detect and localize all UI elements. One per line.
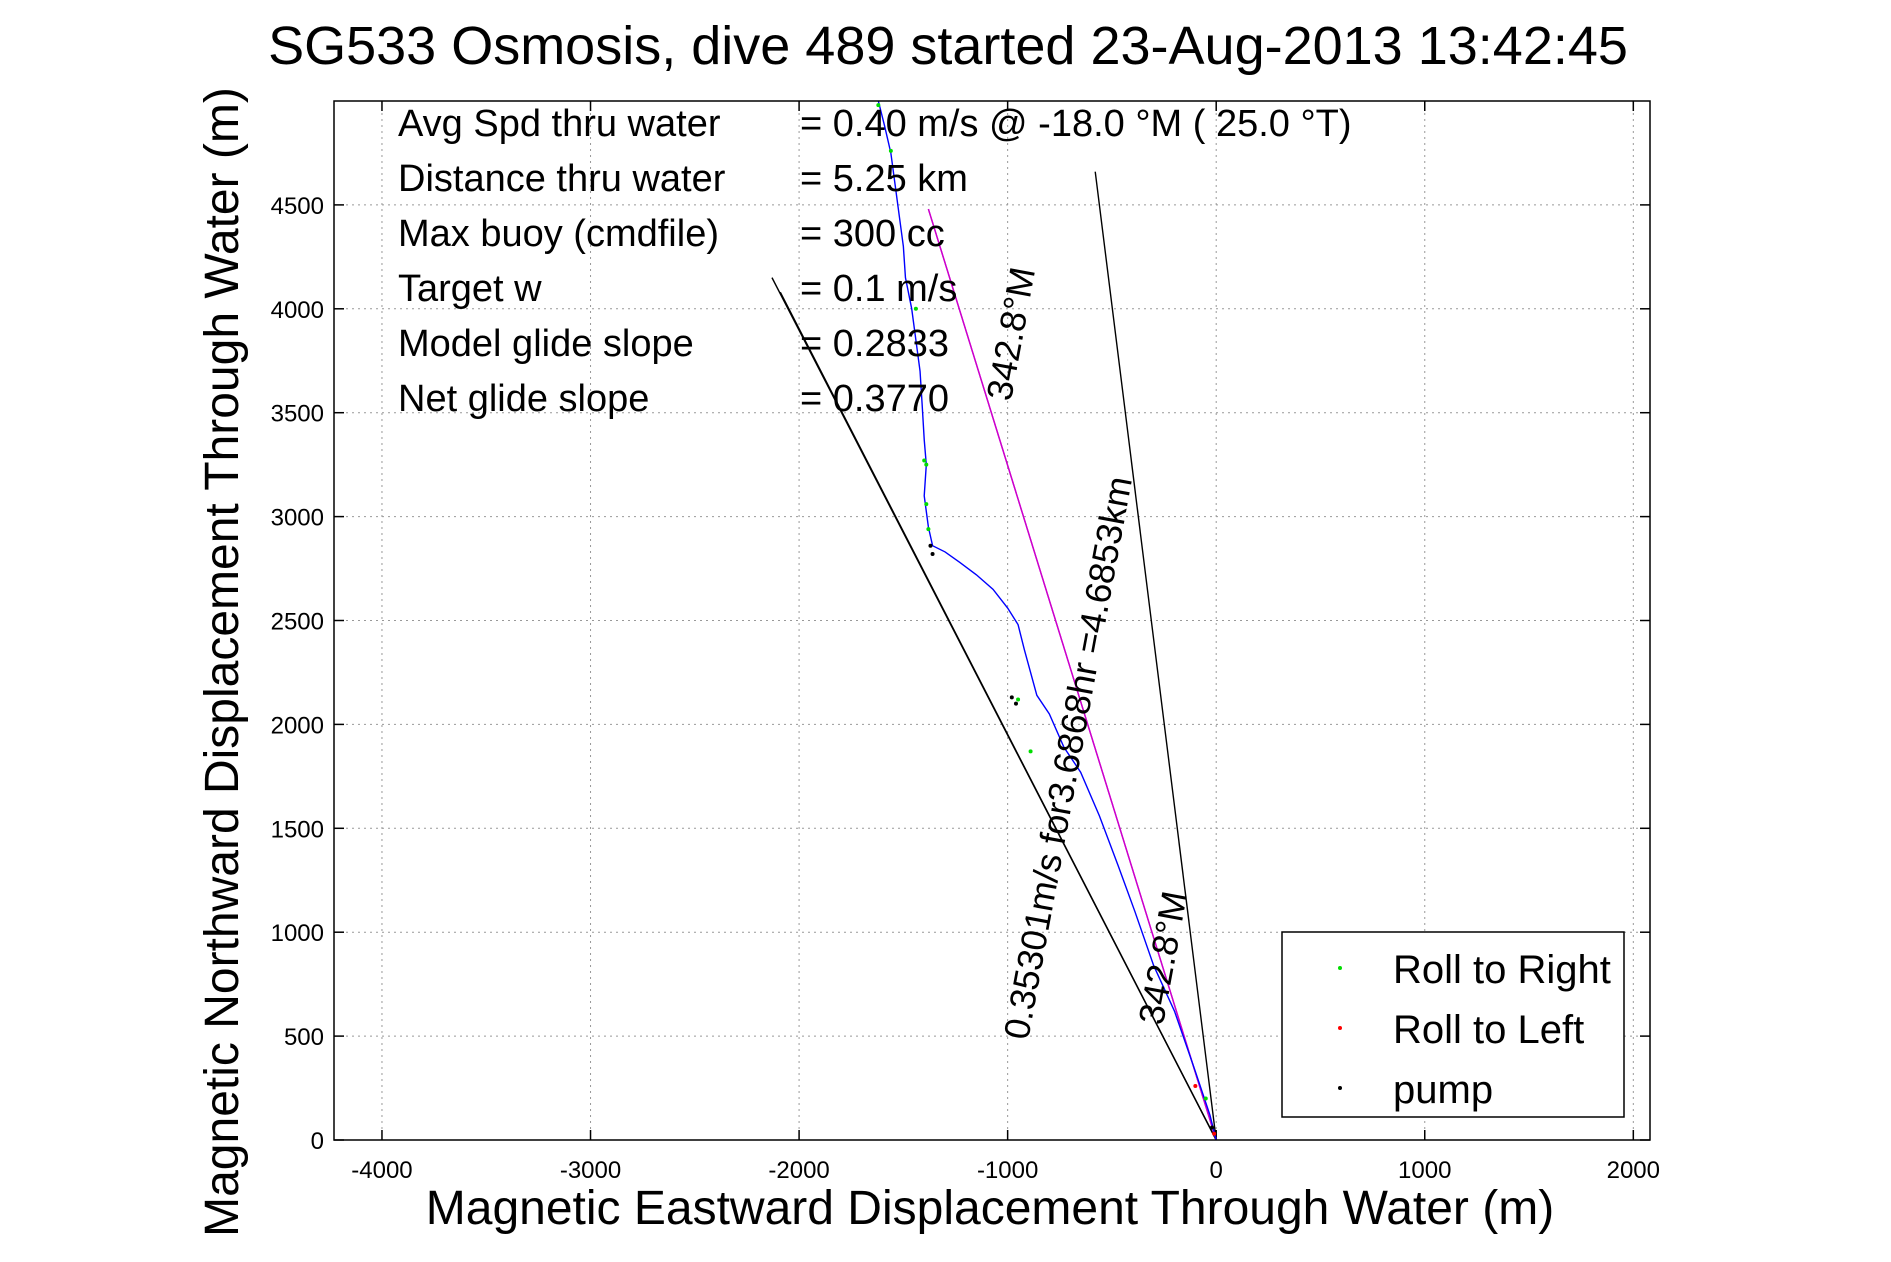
info-value-4: = 0.2833 [800,323,949,365]
x-tick-label: 1000 [1398,1157,1451,1184]
reference-line-4 [927,208,1217,1141]
track-line [877,100,1217,1141]
legend-marker-pump [1338,1086,1342,1090]
info-value-3: = 0.1 m/s [800,268,957,310]
info-value-5: = 0.3770 [800,378,949,420]
roll-right-point [922,458,927,463]
legend: Roll to Right Roll to Left pump [1281,931,1625,1118]
markers [876,103,1217,1136]
info-label-5: Net glide slope [398,378,649,420]
y-tick-label: 3000 [271,505,324,532]
x-tick-label: 2000 [1607,1157,1660,1184]
roll-left-point [1212,1131,1217,1136]
roll-right-point [888,148,893,153]
series-lines [771,100,1217,1141]
info-value-0: = 0.40 m/s @ -18.0 °M ( 25.0 °T) [800,103,1352,145]
tick-labels: -4000 -3000 -2000 -1000 0 1000 2000 0 500 1000 150… [271,193,1660,1184]
y-tick-label: 1500 [271,816,324,843]
y-tick-label: 500 [284,1024,324,1051]
legend-marker-roll-right [1338,966,1342,970]
y-tick-label: 2500 [271,609,324,636]
roll-right-point [876,103,881,108]
reference-line-1 [1094,171,1217,1141]
chart-title: SG533 Osmosis, dive 489 started 23-Aug-2… [268,16,1628,76]
x-tick-label: -4000 [351,1157,412,1184]
legend-label-pump: pump [1393,1068,1493,1112]
pump-point [1013,701,1018,706]
pump-point [928,543,933,548]
y-tick-label: 3500 [271,401,324,428]
x-axis-label: Magnetic Eastward Displacement Through W… [426,1182,1554,1235]
y-tick-label: 1000 [271,920,324,947]
info-label-1: Distance thru water [398,158,726,200]
pump-point [1210,1125,1215,1130]
info-label-0: Avg Spd thru water [398,103,721,145]
x-tick-label: 0 [1210,1157,1223,1184]
y-tick-label: 4000 [271,297,324,324]
roll-right-point [926,527,931,532]
legend-marker-roll-left [1338,1026,1342,1030]
roll-right-point [924,462,929,467]
legend-label-roll-right: Roll to Right [1393,948,1611,992]
legend-label-roll-left: Roll to Left [1393,1008,1584,1052]
info-value-2: = 300 cc [800,213,945,255]
legend-box [1281,931,1625,1118]
roll-right-point [924,502,929,507]
y-axis-label: Magnetic Northward Displacement Through … [196,87,249,1237]
y-tick-label: 4500 [271,193,324,220]
roll-right-point [1028,749,1033,754]
roll-right-point [913,306,918,311]
reference-line-2 [779,291,1217,1141]
info-value-1: = 5.25 km [800,158,968,200]
pump-point [930,552,935,557]
pump-point [1009,695,1014,700]
y-tick-label: 0 [311,1128,324,1155]
roll-right-point [1203,1096,1208,1101]
x-tick-label: -2000 [768,1157,829,1184]
info-label-2: Max buoy (cmdfile) [398,213,719,255]
info-label-3: Target w [398,268,542,310]
roll-left-point [1193,1083,1198,1088]
info-label-4: Model glide slope [398,323,694,365]
roll-right-point [1016,697,1021,702]
y-tick-label: 2000 [271,712,324,739]
info-block: Avg Spd thru water = 0.40 m/s @ -18.0 °M… [398,103,1352,420]
axes-frame [333,100,1651,1141]
x-tick-label: -3000 [560,1157,621,1184]
x-tick-label: -1000 [977,1157,1038,1184]
